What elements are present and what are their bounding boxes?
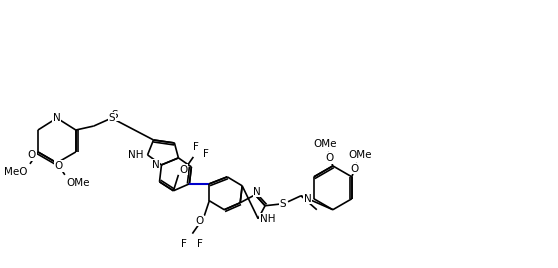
Text: S: S [112,110,118,120]
Text: O: O [179,165,187,175]
Text: F: F [194,142,199,152]
Text: O: O [195,216,204,226]
Text: O: O [326,153,334,163]
Text: S: S [108,113,115,123]
Text: F: F [203,149,209,159]
Text: F: F [198,239,203,249]
Text: N: N [304,194,312,204]
Text: N: N [253,187,261,197]
Text: OMe: OMe [348,150,372,160]
Text: S: S [280,199,286,209]
Text: N: N [152,160,160,170]
Text: O: O [350,164,359,174]
Text: N: N [53,113,61,123]
Text: F: F [181,239,187,249]
Text: O: O [55,161,63,171]
Text: OMe: OMe [67,178,90,188]
Text: O: O [28,150,36,160]
Text: NH: NH [128,150,143,160]
Text: NH: NH [260,214,276,224]
Text: OMe: OMe [313,139,336,149]
Text: MeO: MeO [4,167,28,177]
